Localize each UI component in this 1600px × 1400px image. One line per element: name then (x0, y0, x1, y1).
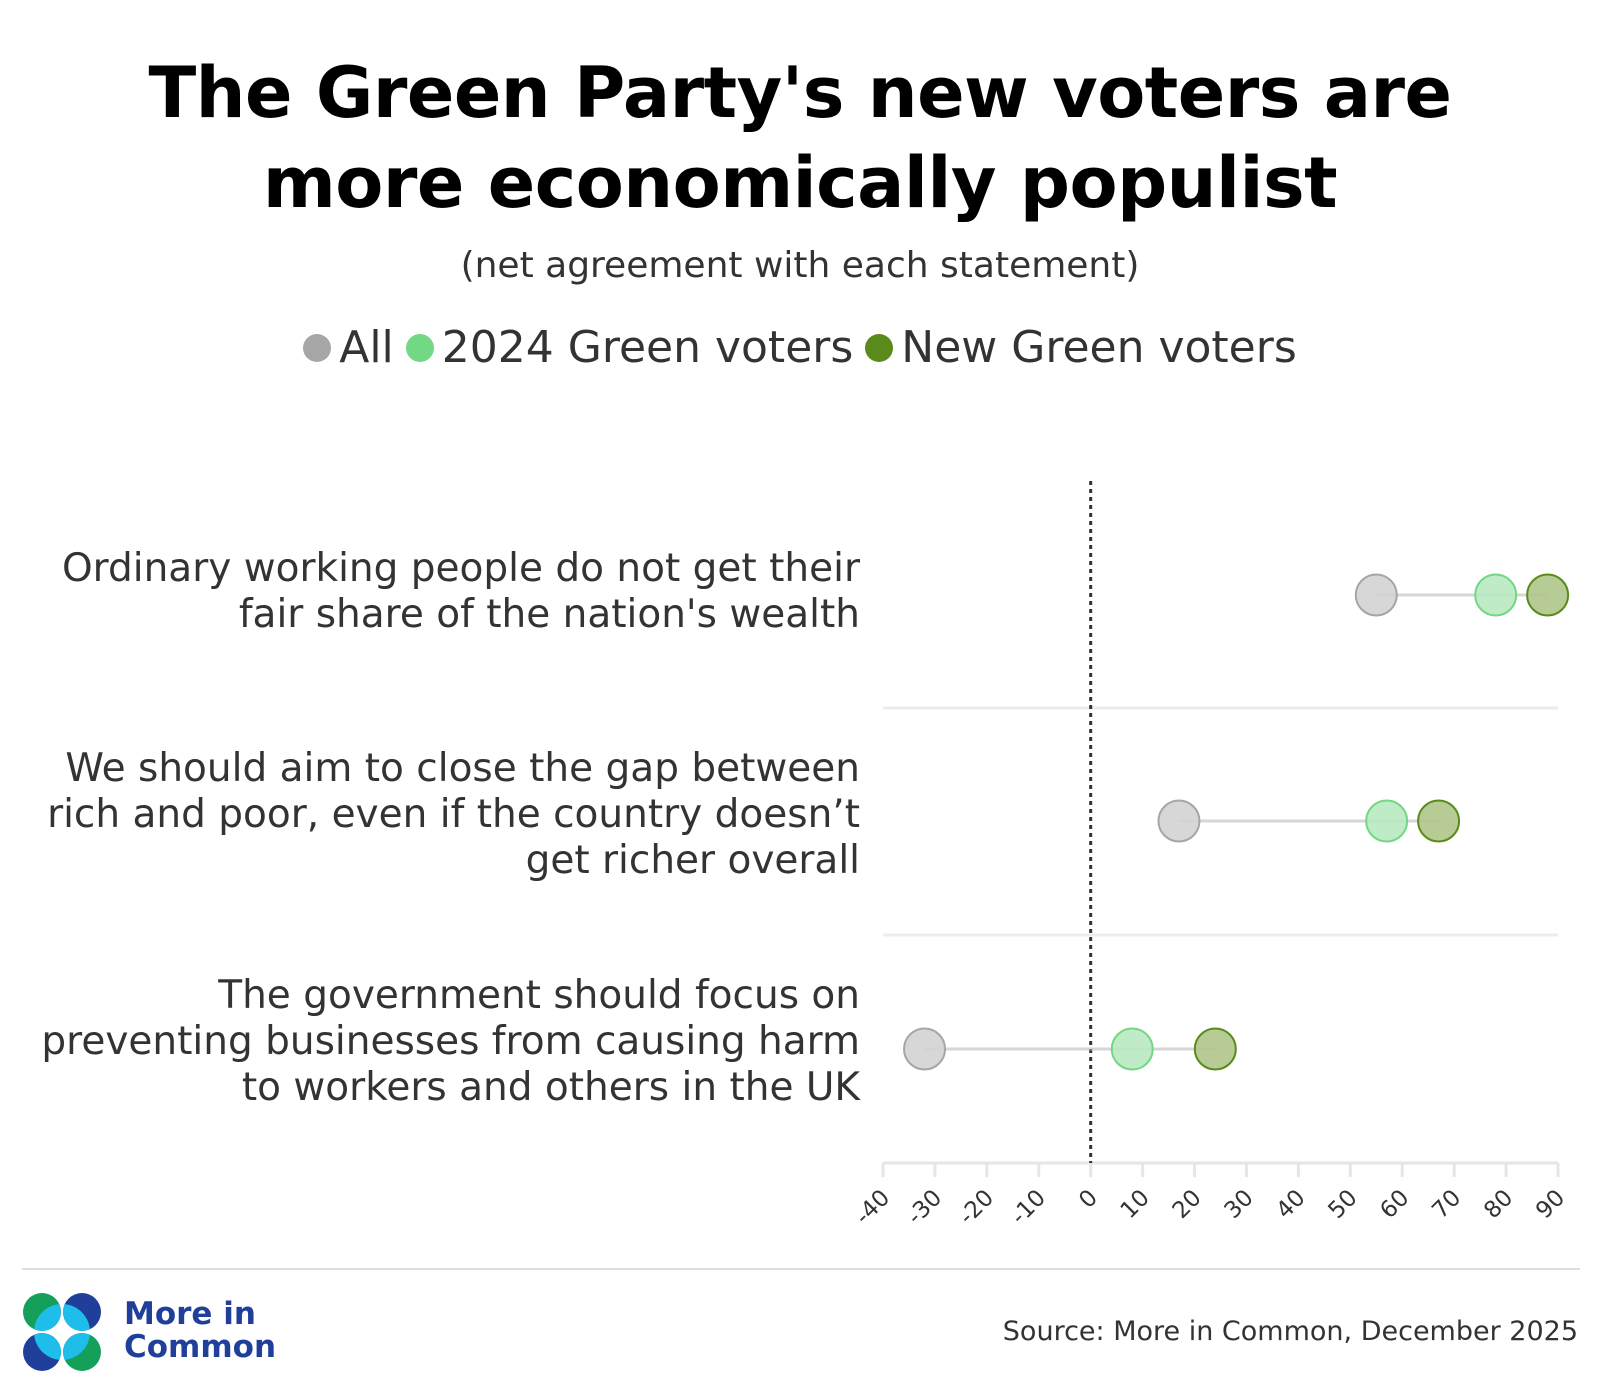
logo-wordmark: More in Common (124, 1298, 276, 1364)
row-label-2: We should aim to close the gap between r… (20, 746, 860, 884)
dot-2024-green-voters (1110, 1027, 1154, 1071)
chart-subtitle: (net agreement with each statement) (460, 245, 1140, 286)
dot-all (1354, 573, 1398, 617)
legend-item-all: All (303, 322, 394, 373)
legend-item-new-green: New Green voters (865, 322, 1297, 373)
x-tick-label: 90 (1531, 1185, 1570, 1224)
dot-all (903, 1027, 947, 1071)
dot-2024-green-voters (1474, 573, 1518, 617)
x-tick-label: -20 (954, 1185, 999, 1230)
dot-new-green-voters (1417, 799, 1461, 843)
row-label-3: The government should focus on preventin… (20, 973, 860, 1111)
x-tick-label: 30 (1220, 1185, 1259, 1224)
legend-item-2024-green: 2024 Green voters (405, 322, 854, 373)
row-label-line: Ordinary working people do not get their (61, 546, 860, 591)
source-note: Source: More in Common, December 2025 (1002, 1316, 1578, 1347)
row-label-line: preventing businesses from causing harm (41, 1019, 860, 1064)
x-tick-label: 70 (1427, 1185, 1466, 1224)
row-label-line: to workers and others in the UK (241, 1065, 860, 1110)
chart-title-text: The Green Party's new voters are more ec… (148, 52, 1452, 224)
legend-label-new-green: New Green voters (901, 322, 1297, 373)
row-label-line: rich and poor, even if the country doesn… (47, 792, 860, 837)
x-tick-label: 10 (1116, 1185, 1155, 1224)
dot-all (1157, 799, 1201, 843)
x-tick-label: -30 (902, 1185, 947, 1230)
row-label-1: Ordinary working people do not get their… (20, 546, 860, 638)
legend-label-2024-green: 2024 Green voters (441, 322, 854, 373)
row-label-line: The government should focus on (218, 973, 860, 1018)
x-tick-label: -10 (1006, 1185, 1051, 1230)
x-tick-label: -40 (850, 1185, 895, 1230)
x-tick-label: 50 (1323, 1185, 1362, 1224)
row-label-line: fair share of the nation's wealth (238, 592, 860, 637)
x-tick-label: 0 (1074, 1185, 1103, 1214)
dot-new-green-voters (1193, 1027, 1237, 1071)
legend: All 2024 Green voters New Green voters (0, 322, 1600, 373)
x-tick-label: 40 (1272, 1185, 1311, 1224)
dot-new-green-voters (1526, 573, 1570, 617)
dot-2024-green-voters (1365, 799, 1409, 843)
x-tick-label: 80 (1479, 1185, 1518, 1224)
footer-divider (22, 1268, 1580, 1270)
legend-swatch-2024-green (405, 333, 434, 362)
row-label-line: We should aim to close the gap between (65, 746, 860, 791)
more-in-common-logo-icon (23, 1293, 101, 1371)
chart-title: The Green Party's new voters are more ec… (0, 48, 1600, 228)
x-tick-label: 20 (1168, 1185, 1207, 1224)
logo-line2: Common (124, 1329, 277, 1365)
x-tick-label: 60 (1375, 1185, 1414, 1224)
row-label-line: get richer overall (525, 838, 860, 883)
legend-swatch-new-green (865, 333, 894, 362)
legend-label-all: All (339, 322, 394, 373)
legend-swatch-all (303, 333, 332, 362)
logo-line1: More in (124, 1296, 256, 1332)
